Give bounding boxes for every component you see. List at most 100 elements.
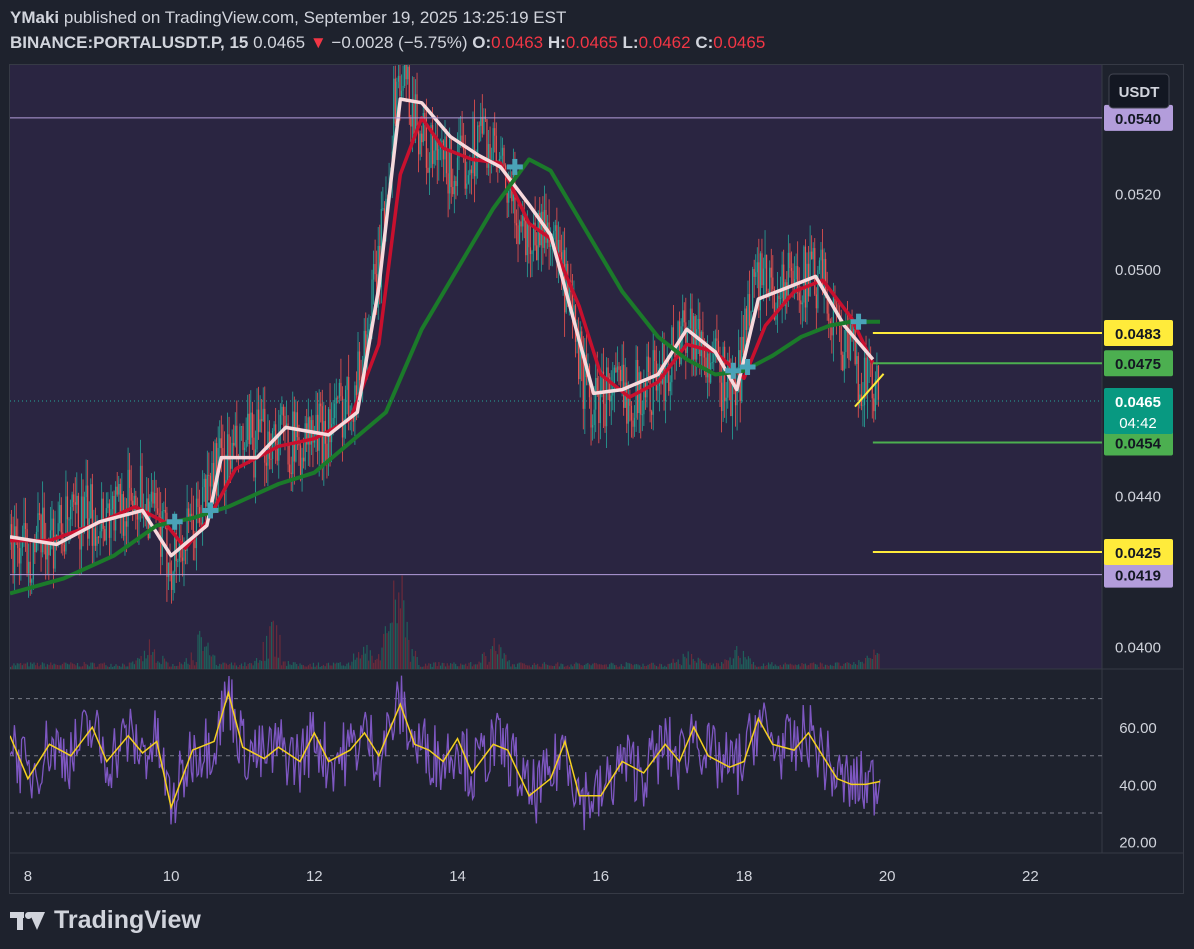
volume-bar (90, 662, 92, 669)
candle-body (186, 508, 188, 552)
volume-bar (73, 664, 75, 669)
currency-button[interactable]: USDT (1108, 73, 1170, 109)
candle-body (20, 548, 22, 564)
volume-bar (824, 664, 827, 669)
volume-bar (732, 658, 734, 669)
volume-bar (629, 663, 631, 669)
volume-bar (476, 664, 478, 669)
volume-bar (364, 653, 366, 669)
volume-bar (260, 660, 263, 669)
volume-bar (205, 646, 207, 669)
volume-bar (767, 662, 770, 669)
candle-body (382, 208, 384, 210)
volume-bar (562, 664, 564, 669)
candle-body (649, 372, 651, 412)
candle-body (175, 532, 177, 562)
volume-bar (347, 662, 350, 669)
oscillator-tick-label: 60.00 (1119, 720, 1157, 737)
candle-body (161, 511, 163, 557)
candle-body (94, 528, 97, 546)
candle-body (706, 353, 709, 378)
candle-body (363, 330, 365, 380)
volume-bar (60, 665, 62, 669)
volume-bar (729, 657, 731, 669)
volume-bar (716, 662, 718, 669)
volume-bar (406, 621, 408, 669)
volume-bar (271, 621, 273, 669)
volume-bar (312, 662, 315, 669)
candle-body (91, 484, 93, 546)
volume-bar (828, 665, 830, 669)
volume-bar (868, 657, 870, 669)
volume-bar (515, 666, 517, 669)
volume-bar (125, 666, 127, 669)
volume-bar (525, 664, 527, 669)
candle-body (329, 409, 331, 443)
candle-body (500, 155, 502, 160)
price-chart[interactable]: 0.0540 0.0419 0.0483 0.0475 0.0454 0.0425 0.04… (10, 65, 1183, 893)
volume-bar (309, 663, 311, 669)
volume-bar (337, 662, 340, 669)
volume-bar (434, 662, 437, 669)
candle-body (130, 487, 132, 501)
volume-bar (421, 666, 423, 669)
volume-bar (58, 665, 60, 669)
volume-bar (557, 662, 559, 669)
candle-body (23, 523, 25, 542)
candle-body (742, 336, 744, 353)
candle-body (862, 405, 864, 407)
volume-bar (230, 662, 233, 669)
candle-body (275, 424, 277, 445)
volume-bar (625, 662, 627, 669)
volume-bar (373, 662, 375, 669)
volume-bar (41, 662, 43, 669)
candle-body (87, 485, 89, 539)
volume-bar (580, 665, 582, 669)
volume-bar (334, 663, 336, 669)
volume-bar (677, 659, 679, 669)
volume-bar (224, 662, 226, 669)
volume-bar (321, 665, 323, 669)
author-name: YMaki (10, 8, 60, 27)
chart-frame[interactable]: 0.0540 0.0419 0.0483 0.0475 0.0454 0.0425 0.04… (9, 64, 1184, 894)
candle-body (335, 397, 337, 404)
volume-bar (418, 664, 420, 669)
volume-bar (93, 663, 95, 669)
volume-bar (500, 647, 502, 669)
candle-body (365, 330, 367, 359)
volume-bar (756, 666, 758, 669)
volume-bar (31, 663, 33, 669)
candle-body (613, 367, 615, 387)
volume-bar (396, 623, 398, 669)
volume-bar (786, 664, 788, 669)
volume-bar (650, 662, 653, 669)
candle-body (464, 150, 466, 189)
volume-bar (620, 664, 622, 669)
candle-body (571, 291, 574, 316)
candle-body (689, 308, 692, 329)
candle-body (820, 249, 822, 261)
candle-body (467, 175, 469, 184)
volume-bar (572, 666, 574, 669)
candle-body (279, 414, 281, 434)
candle-body (10, 524, 11, 545)
volume-bar (521, 663, 524, 669)
volume-bar (481, 653, 484, 669)
candle-body (192, 520, 194, 540)
candle-body (615, 367, 617, 373)
candle-body (601, 371, 603, 390)
candle-body (346, 376, 348, 390)
candle-body (854, 328, 856, 364)
candle-body (223, 457, 225, 491)
candle-body (156, 508, 159, 514)
time-tick-label: 12 (306, 868, 323, 885)
candle-body (492, 128, 494, 163)
candle-body (554, 225, 556, 231)
candle-body (289, 464, 291, 473)
candle-body (427, 167, 429, 173)
marker-vbar (856, 313, 862, 330)
candle-body (211, 462, 213, 487)
volume-bar (195, 662, 197, 669)
level-label-bg (1104, 104, 1173, 131)
volume-bar (863, 663, 865, 669)
